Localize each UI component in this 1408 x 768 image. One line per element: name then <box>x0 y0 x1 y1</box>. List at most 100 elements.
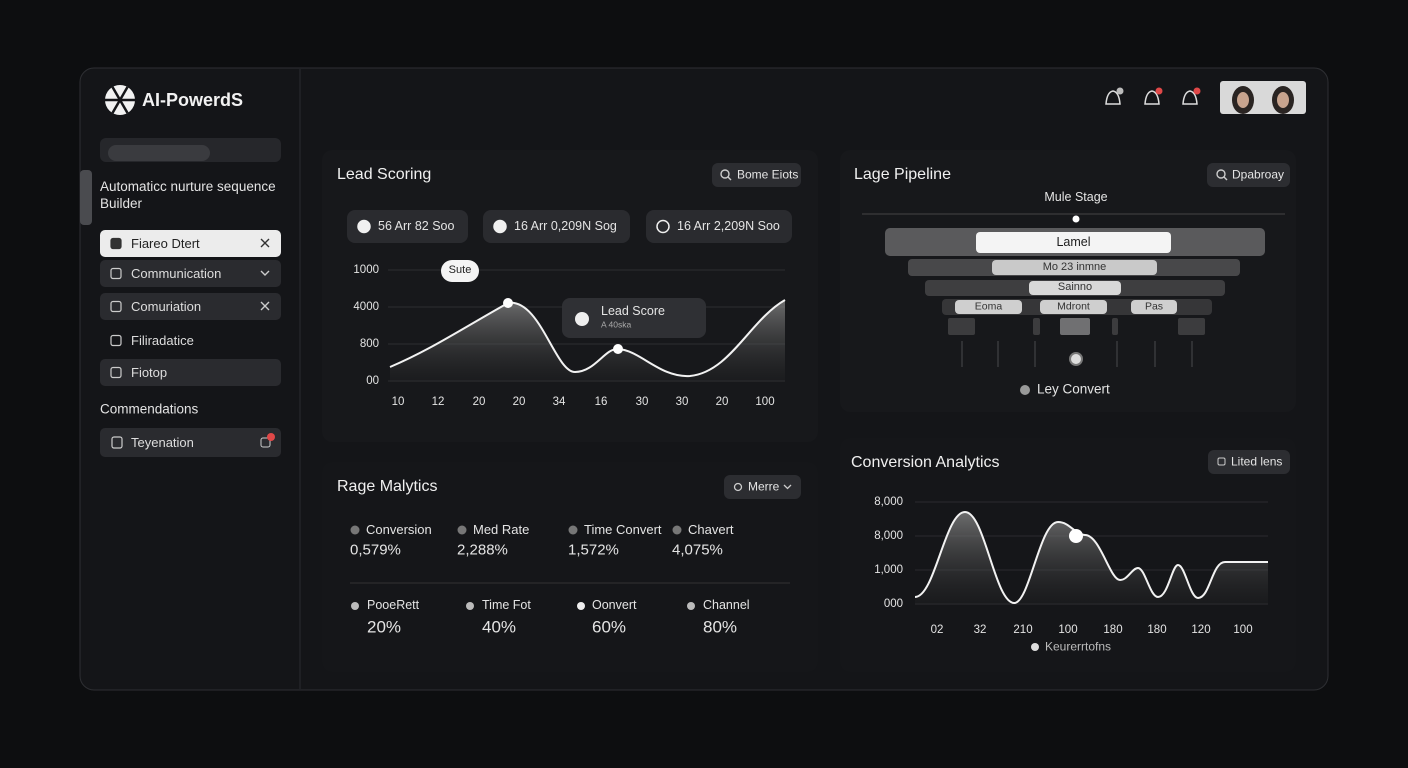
nav-item-label[interactable]: Filiradatice <box>131 332 194 348</box>
x-axis-label: 100 <box>1058 623 1078 636</box>
nav-item-label[interactable]: Communication <box>131 265 222 281</box>
share-value: 60% <box>592 617 627 637</box>
y-axis-label: 8,000 <box>874 495 903 508</box>
badge-dot <box>1155 87 1163 95</box>
avatar-face <box>1277 92 1289 108</box>
stage-pill <box>976 232 1171 253</box>
y-axis-label: 800 <box>359 337 379 350</box>
nav-item[interactable] <box>100 428 281 457</box>
button[interactable] <box>712 163 801 187</box>
x-axis-label: 210 <box>1013 623 1033 636</box>
nav-item[interactable] <box>100 230 281 257</box>
badge-label: Sute <box>448 264 472 277</box>
notification-icon[interactable] <box>1105 90 1121 105</box>
chip-label[interactable]: 16 Arr 0,209N Sog <box>514 219 617 234</box>
brand: AI-PowerdS <box>142 89 244 110</box>
nav-item[interactable] <box>100 260 281 287</box>
legend-dot <box>577 602 585 610</box>
stage-label: Eoma <box>974 300 1003 313</box>
search-fill <box>108 145 210 161</box>
stage-pill <box>1029 281 1121 295</box>
button-label[interactable]: Lited lens <box>1231 454 1283 469</box>
legend-dot <box>350 525 360 535</box>
stage-label: Mo 23 inmne <box>1042 260 1107 273</box>
share-label: PooeRett <box>367 598 420 613</box>
area-fill <box>915 512 1268 605</box>
notification-icon[interactable] <box>1144 90 1160 105</box>
legend-dot <box>687 602 695 610</box>
filter-icon <box>1217 457 1226 466</box>
filter-chip[interactable] <box>483 210 630 243</box>
nav-item[interactable] <box>100 293 281 320</box>
nav-icon <box>110 366 122 379</box>
button-label[interactable]: Bome Eiots <box>737 167 799 182</box>
button-label[interactable]: Dpabroay <box>1232 167 1285 182</box>
y-axis-label: 1,000 <box>874 563 903 576</box>
nav-icon <box>111 436 123 449</box>
card-title: Lead Scoring <box>337 166 432 183</box>
nav-item-label[interactable]: Fiotop <box>131 364 168 380</box>
nav-item[interactable] <box>100 359 281 386</box>
nav-item-label[interactable]: Comuriation <box>131 298 202 314</box>
close-icon[interactable] <box>260 301 270 311</box>
share-value: 80% <box>703 617 738 637</box>
funnel-block <box>948 318 975 335</box>
notification-icon[interactable] <box>1182 90 1198 105</box>
card-title: Rage Malytics <box>337 478 438 495</box>
section-title: Automaticc nurture sequence Builder <box>100 179 276 211</box>
chevron <box>783 484 792 490</box>
x-axis-label: 34 <box>552 395 566 408</box>
area-fill <box>390 300 785 382</box>
legend-dot <box>457 525 467 535</box>
close-icon[interactable] <box>260 238 270 248</box>
badge <box>441 260 479 282</box>
legend-label: Ley Convert <box>1037 381 1110 397</box>
chip-label[interactable]: 56 Arr 82 Soo <box>378 219 455 234</box>
share-label: Channel <box>703 598 750 613</box>
badge-dot <box>267 433 275 441</box>
filter-chip[interactable] <box>646 210 792 243</box>
logo <box>118 99 129 114</box>
x-axis-label: 20 <box>715 395 729 408</box>
legend-dot <box>466 602 474 610</box>
legend-dot <box>1020 385 1030 395</box>
metric-value: 2,288% <box>457 541 508 559</box>
legend-dot <box>568 525 578 535</box>
metric-label: Med Rate <box>473 521 530 537</box>
badge-dot <box>1193 87 1201 95</box>
funnel-block <box>1112 318 1118 335</box>
x-axis-label: 180 <box>1147 623 1167 636</box>
x-axis-label: 32 <box>973 623 987 636</box>
point <box>1069 529 1083 543</box>
card-title: Conversion Analytics <box>851 454 1000 471</box>
chip-label[interactable]: 16 Arr 2,209N Soo <box>677 219 780 234</box>
chip-icon <box>656 219 670 234</box>
point <box>503 298 513 308</box>
chevron[interactable] <box>260 270 270 276</box>
funnel-block <box>1060 318 1090 335</box>
button-label[interactable]: Merre <box>748 479 780 494</box>
line-curve <box>914 510 1268 605</box>
x-axis-label: 20 <box>512 395 526 408</box>
stage-pill <box>955 300 1022 314</box>
tooltip-icon <box>575 312 589 326</box>
stage-pill <box>992 260 1157 275</box>
x-axis-label: 120 <box>1191 623 1211 636</box>
search-icon <box>720 169 730 179</box>
metric-label: Chavert <box>688 521 734 537</box>
x-axis-label: 100 <box>755 395 775 408</box>
button[interactable] <box>1207 163 1290 187</box>
share-value: 40% <box>482 617 517 637</box>
button[interactable] <box>1208 450 1290 474</box>
button[interactable] <box>724 475 801 499</box>
search-icon <box>727 176 732 181</box>
chip-icon <box>357 219 371 234</box>
nav-item-label[interactable]: Fiareo Dtert <box>131 235 200 251</box>
x-axis-label: 16 <box>594 395 608 408</box>
nav-item-label[interactable]: Teyenation <box>131 434 194 450</box>
legend-dot <box>1031 643 1039 651</box>
point <box>1072 215 1080 223</box>
stage-label: Mule Stage <box>1044 190 1108 205</box>
filter-chip[interactable] <box>347 210 468 243</box>
